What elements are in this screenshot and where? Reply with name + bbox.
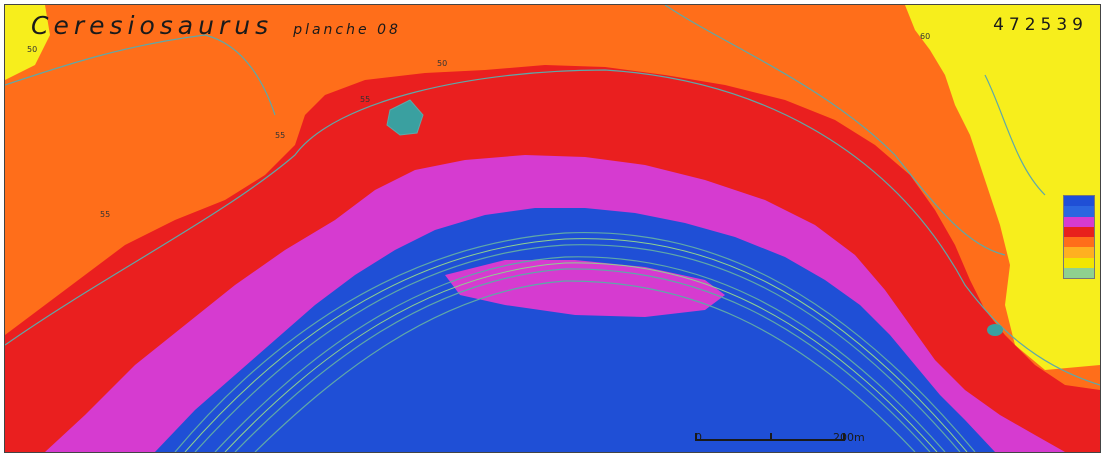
blue-channel bbox=[155, 208, 995, 452]
small-pond bbox=[987, 324, 1003, 336]
contour-label: 55 bbox=[100, 210, 111, 219]
legend-swatch bbox=[1064, 247, 1094, 258]
contour-lines bbox=[5, 5, 1100, 452]
yellow-zone-right bbox=[905, 5, 1100, 370]
scale-tick bbox=[695, 433, 697, 441]
sheet-number: 472539 bbox=[993, 15, 1088, 35]
green-contour-lines bbox=[184, 238, 968, 452]
contour-label: 60 bbox=[920, 32, 931, 41]
contour-label: 50 bbox=[437, 59, 448, 68]
scale-tick bbox=[770, 433, 772, 441]
scale-bar bbox=[695, 433, 845, 443]
map-frame: Ceresiosaurus planche 08 472539 50 50 55… bbox=[4, 4, 1101, 453]
magenta-bar bbox=[445, 260, 725, 317]
legend-swatch bbox=[1064, 196, 1094, 207]
scale-tick bbox=[843, 433, 845, 441]
legend-swatch bbox=[1064, 267, 1094, 278]
scale-label-start: 0 bbox=[695, 431, 702, 444]
legend-swatch bbox=[1064, 237, 1094, 248]
map-title: Ceresiosaurus bbox=[31, 11, 274, 40]
contour-label: 55 bbox=[360, 95, 371, 104]
map-subtitle: planche 08 bbox=[293, 22, 401, 38]
pond bbox=[386, 99, 424, 136]
contour-label: 55 bbox=[275, 131, 286, 140]
legend-swatch bbox=[1064, 257, 1094, 268]
legend-swatch bbox=[1064, 226, 1094, 237]
scale-label-end: 200m bbox=[833, 431, 865, 444]
legend-swatch bbox=[1064, 216, 1094, 227]
map-legend bbox=[1063, 195, 1095, 279]
contour-label: 50 bbox=[27, 45, 38, 54]
yellow-zone-left bbox=[5, 5, 50, 80]
map-title-block: Ceresiosaurus planche 08 bbox=[31, 11, 401, 40]
terrain-map bbox=[5, 5, 1100, 452]
legend-swatch bbox=[1064, 206, 1094, 217]
